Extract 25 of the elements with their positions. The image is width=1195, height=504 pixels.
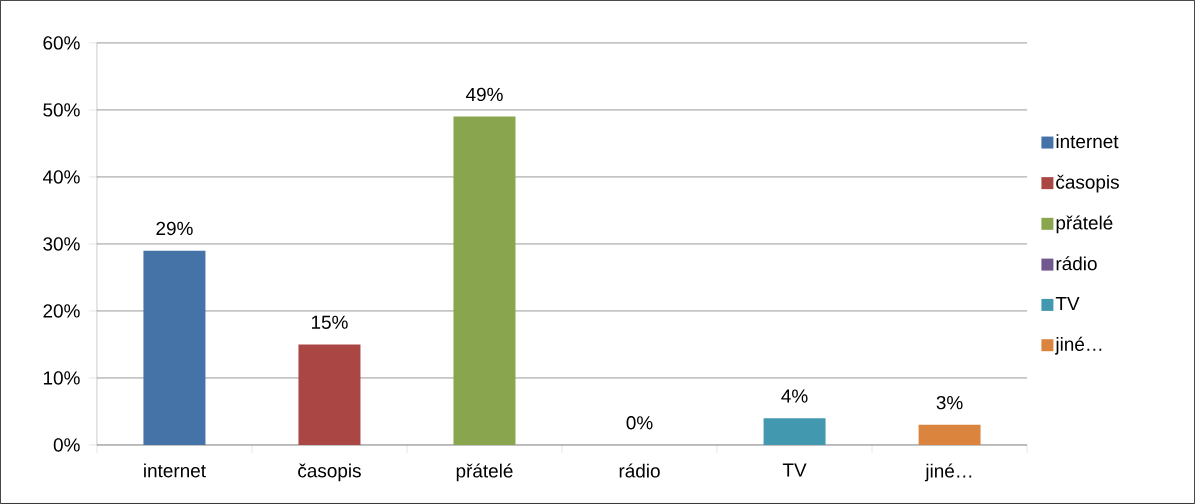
legend-label: časopis <box>1056 174 1119 193</box>
y-tick-label: 20% <box>43 304 80 318</box>
y-tick-label: 50% <box>43 103 80 117</box>
x-tick-label: jiné… <box>924 463 972 482</box>
x-tick-label: rádio <box>619 463 660 478</box>
y-tick-label: 10% <box>43 371 80 385</box>
y-tick-label: 0% <box>53 438 80 452</box>
data-label: 0% <box>626 416 653 430</box>
data-label: 4% <box>781 389 808 403</box>
legend-label: rádio <box>1056 256 1097 271</box>
legend-label: přátelé <box>1056 215 1113 234</box>
data-label: 15% <box>311 315 348 330</box>
y-tick-label: 60% <box>43 36 80 50</box>
data-label: 29% <box>156 221 193 236</box>
x-tick-label: TV <box>782 463 807 477</box>
x-tick-label: internet <box>144 463 206 478</box>
legend-label: TV <box>1055 297 1080 311</box>
y-tick-label: 30% <box>43 237 80 251</box>
legend-label: internet <box>1056 134 1119 149</box>
x-tick-label: přátelé <box>456 463 513 482</box>
data-label: 49% <box>465 87 503 102</box>
data-label: 3% <box>936 396 963 410</box>
y-tick-label: 40% <box>42 170 80 184</box>
x-tick-label: časopis <box>298 463 361 482</box>
legend-label: jiné… <box>1054 336 1102 355</box>
